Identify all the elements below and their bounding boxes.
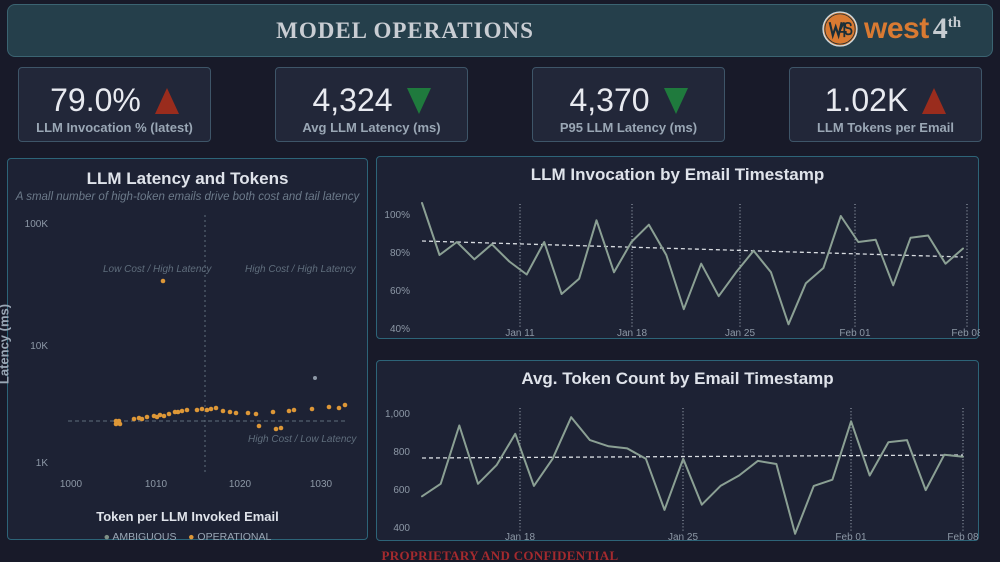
svg-text:80%: 80% bbox=[390, 248, 410, 259]
svg-text:Jan 11: Jan 11 bbox=[505, 328, 535, 339]
svg-text:10K: 10K bbox=[30, 341, 48, 352]
svg-text:1030: 1030 bbox=[310, 479, 333, 490]
svg-text:High Cost / Low Latency: High Cost / Low Latency bbox=[248, 434, 357, 445]
svg-text:High Cost / High Latency: High Cost / High Latency bbox=[245, 264, 357, 275]
svg-text:Feb 08: Feb 08 bbox=[951, 328, 980, 339]
svg-text:1,000: 1,000 bbox=[385, 409, 410, 420]
svg-text:Feb 01: Feb 01 bbox=[839, 328, 871, 339]
svg-text:Jan 18: Jan 18 bbox=[617, 328, 647, 339]
svg-text:40%: 40% bbox=[390, 324, 410, 335]
svg-text:800: 800 bbox=[393, 447, 410, 458]
svg-text:100%: 100% bbox=[384, 210, 410, 221]
svg-text:1K: 1K bbox=[36, 458, 49, 469]
svg-text:1000: 1000 bbox=[60, 479, 83, 490]
svg-text:1010: 1010 bbox=[145, 479, 168, 490]
svg-text:1020: 1020 bbox=[229, 479, 252, 490]
svg-text:Low Cost / High Latency: Low Cost / High Latency bbox=[103, 264, 212, 275]
svg-text:400: 400 bbox=[393, 523, 410, 534]
svg-text:Feb 08: Feb 08 bbox=[947, 532, 979, 543]
svg-text:60%: 60% bbox=[390, 286, 410, 297]
svg-text:Jan 25: Jan 25 bbox=[725, 328, 755, 339]
svg-text:100K: 100K bbox=[25, 219, 49, 230]
svg-text:Jan 25: Jan 25 bbox=[668, 532, 698, 543]
svg-text:Jan 18: Jan 18 bbox=[505, 532, 535, 543]
svg-text:Feb 01: Feb 01 bbox=[835, 532, 867, 543]
svg-text:600: 600 bbox=[393, 485, 410, 496]
